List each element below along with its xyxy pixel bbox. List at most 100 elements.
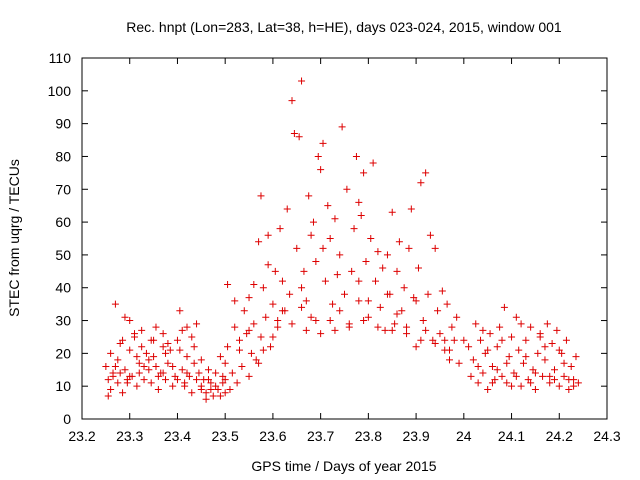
data-point [488, 362, 496, 370]
data-point [364, 313, 372, 321]
data-point [114, 379, 122, 387]
data-point [183, 323, 191, 331]
data-point [216, 392, 224, 400]
data-point [107, 385, 115, 393]
data-point [379, 264, 387, 272]
data-point [551, 376, 558, 384]
data-point [469, 356, 477, 364]
data-point [417, 336, 425, 344]
data-point [195, 369, 203, 377]
data-point [400, 284, 408, 292]
data-point [231, 297, 239, 305]
data-point [551, 366, 558, 374]
data-point [391, 320, 399, 328]
x-tick-label: 23.7 [307, 428, 334, 444]
data-point [295, 133, 303, 141]
data-point [412, 343, 420, 351]
data-point [221, 376, 229, 384]
data-point [539, 372, 547, 380]
data-point [231, 323, 239, 331]
data-point [355, 198, 363, 206]
data-point [154, 372, 162, 380]
data-point [474, 379, 482, 387]
data-point [264, 231, 272, 239]
data-point [104, 376, 112, 384]
data-point [126, 317, 134, 325]
data-point [565, 385, 573, 393]
data-point [274, 317, 282, 325]
data-point [367, 235, 375, 242]
data-point [216, 353, 224, 361]
data-point [522, 336, 530, 344]
data-point [531, 369, 539, 377]
x-axis-label: GPS time / Days of year 2015 [251, 458, 436, 474]
x-tick-label: 23.2 [68, 428, 95, 444]
data-point [352, 152, 360, 160]
data-point [307, 231, 315, 239]
data-point [193, 320, 201, 328]
data-point [519, 359, 527, 367]
data-point [472, 320, 480, 328]
data-point [484, 346, 492, 354]
data-point [305, 192, 313, 200]
data-point [169, 382, 177, 390]
data-point [567, 362, 575, 370]
data-point [207, 385, 215, 393]
data-point [369, 159, 377, 167]
data-point [126, 346, 134, 354]
data-point [527, 379, 535, 387]
data-point [383, 251, 391, 259]
data-point [527, 323, 535, 331]
data-point [152, 362, 160, 370]
data-point [395, 238, 403, 246]
data-point [446, 346, 453, 354]
data-point [288, 320, 296, 328]
data-point [193, 376, 201, 384]
data-point [326, 317, 334, 325]
data-point [233, 379, 241, 387]
data-point [164, 359, 172, 367]
data-point [278, 277, 286, 285]
data-point [388, 208, 396, 216]
data-point [546, 372, 554, 380]
data-point [283, 205, 291, 213]
data-point [434, 307, 442, 315]
data-point [426, 231, 434, 239]
data-point [259, 284, 267, 292]
data-point [317, 166, 325, 174]
y-tick-label: 90 [55, 116, 71, 132]
data-point [181, 382, 189, 390]
data-point [441, 336, 449, 344]
data-point [162, 349, 170, 357]
data-point [145, 366, 153, 374]
data-point [293, 244, 301, 252]
data-point [204, 376, 212, 384]
plot-frame [81, 57, 608, 420]
data-point [312, 257, 320, 265]
data-point [512, 372, 520, 380]
data-point [364, 297, 372, 305]
chart-title: Rec. hnpt (Lon=283, Lat=38, h=HE), days … [126, 19, 562, 35]
data-point [374, 248, 382, 256]
data-point [324, 202, 332, 210]
data-point [541, 343, 549, 351]
data-point [498, 372, 506, 380]
data-point [438, 287, 446, 295]
y-tick-label: 0 [63, 411, 71, 427]
data-point [245, 326, 253, 334]
data-point [562, 336, 570, 344]
data-point [107, 349, 115, 357]
data-point [202, 389, 210, 397]
data-point [338, 123, 346, 131]
axis-ticks: 23.2 23.3 23.4 23.5 23.6 23.7 23.8 23.9 24 24.1 24… [48, 50, 621, 444]
data-point [417, 179, 425, 187]
data-point [209, 392, 217, 400]
data-point [159, 343, 167, 351]
y-tick-label: 30 [55, 313, 71, 329]
x-tick-label: 24.3 [593, 428, 620, 444]
data-point [236, 336, 243, 344]
data-point [221, 359, 229, 367]
data-point [453, 313, 461, 321]
data-point [183, 353, 191, 361]
data-point [424, 290, 432, 298]
